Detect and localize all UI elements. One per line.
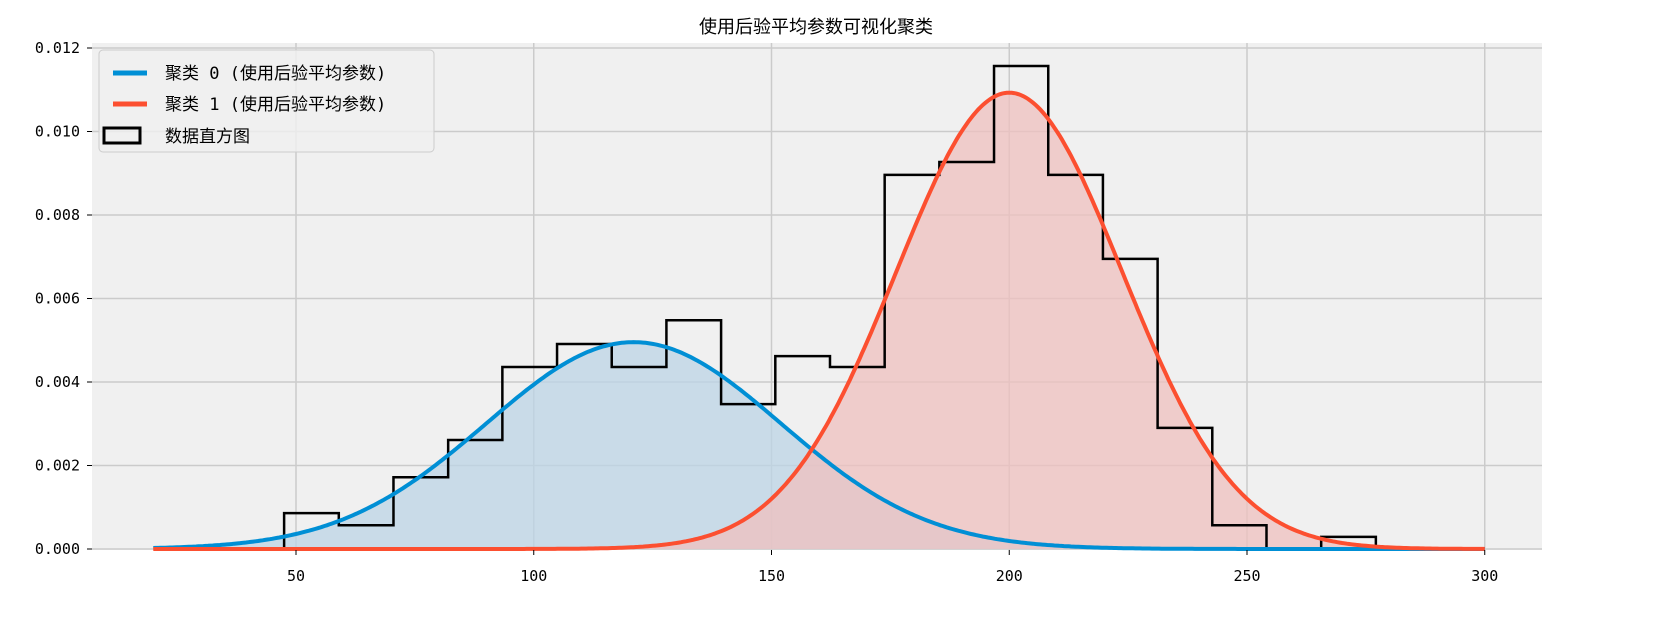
legend: 聚类 0 (使用后验平均参数) 聚类 1 (使用后验平均参数) 数据直方图 xyxy=(98,49,435,153)
histogram-bar xyxy=(612,367,667,549)
histogram-bar xyxy=(448,440,502,549)
histogram-bar xyxy=(830,367,885,549)
histogram-bar xyxy=(339,525,394,549)
x-tick-label: 200 xyxy=(996,567,1023,585)
cluster-0-line xyxy=(153,340,1485,551)
y-tick-label: 0.012 xyxy=(35,39,80,57)
histogram-outline xyxy=(282,64,1378,551)
histogram-bar xyxy=(666,320,721,549)
y-tick-label: 0.010 xyxy=(35,123,80,141)
cluster-1-line xyxy=(153,90,1485,551)
histogram-bar xyxy=(502,367,557,549)
y-tick-label: 0.006 xyxy=(35,290,80,308)
legend-swatch-histogram xyxy=(102,126,142,145)
histogram-bar xyxy=(994,66,1048,549)
x-tick-label: 100 xyxy=(520,567,547,585)
chart-title: 使用后验平均参数可视化聚类 xyxy=(699,17,933,38)
x-tick-label: 50 xyxy=(287,567,305,585)
legend-label-histogram: 数据直方图 xyxy=(165,127,250,147)
y-tick-label: 0.000 xyxy=(35,540,80,558)
y-tick-label: 0.008 xyxy=(35,206,80,224)
histogram-bar xyxy=(939,162,994,549)
x-tick-label: 150 xyxy=(758,567,785,585)
legend-label-cluster1: 聚类 1 (使用后验平均参数) xyxy=(165,94,386,115)
histogram-bar xyxy=(1103,259,1158,549)
cluster-1-fill xyxy=(153,92,1485,549)
histogram-bar xyxy=(557,344,612,549)
y-tick-label: 0.002 xyxy=(35,457,80,475)
x-tick-label: 300 xyxy=(1471,567,1498,585)
histogram-bar xyxy=(1048,175,1103,549)
legend-label-cluster0: 聚类 0 (使用后验平均参数) xyxy=(165,63,386,84)
y-tick-label: 0.004 xyxy=(35,373,80,391)
histogram-bar xyxy=(775,356,830,549)
histogram-bar xyxy=(1212,525,1266,549)
cluster-0-fill xyxy=(153,342,1485,549)
x-tick-label: 250 xyxy=(1233,567,1260,585)
